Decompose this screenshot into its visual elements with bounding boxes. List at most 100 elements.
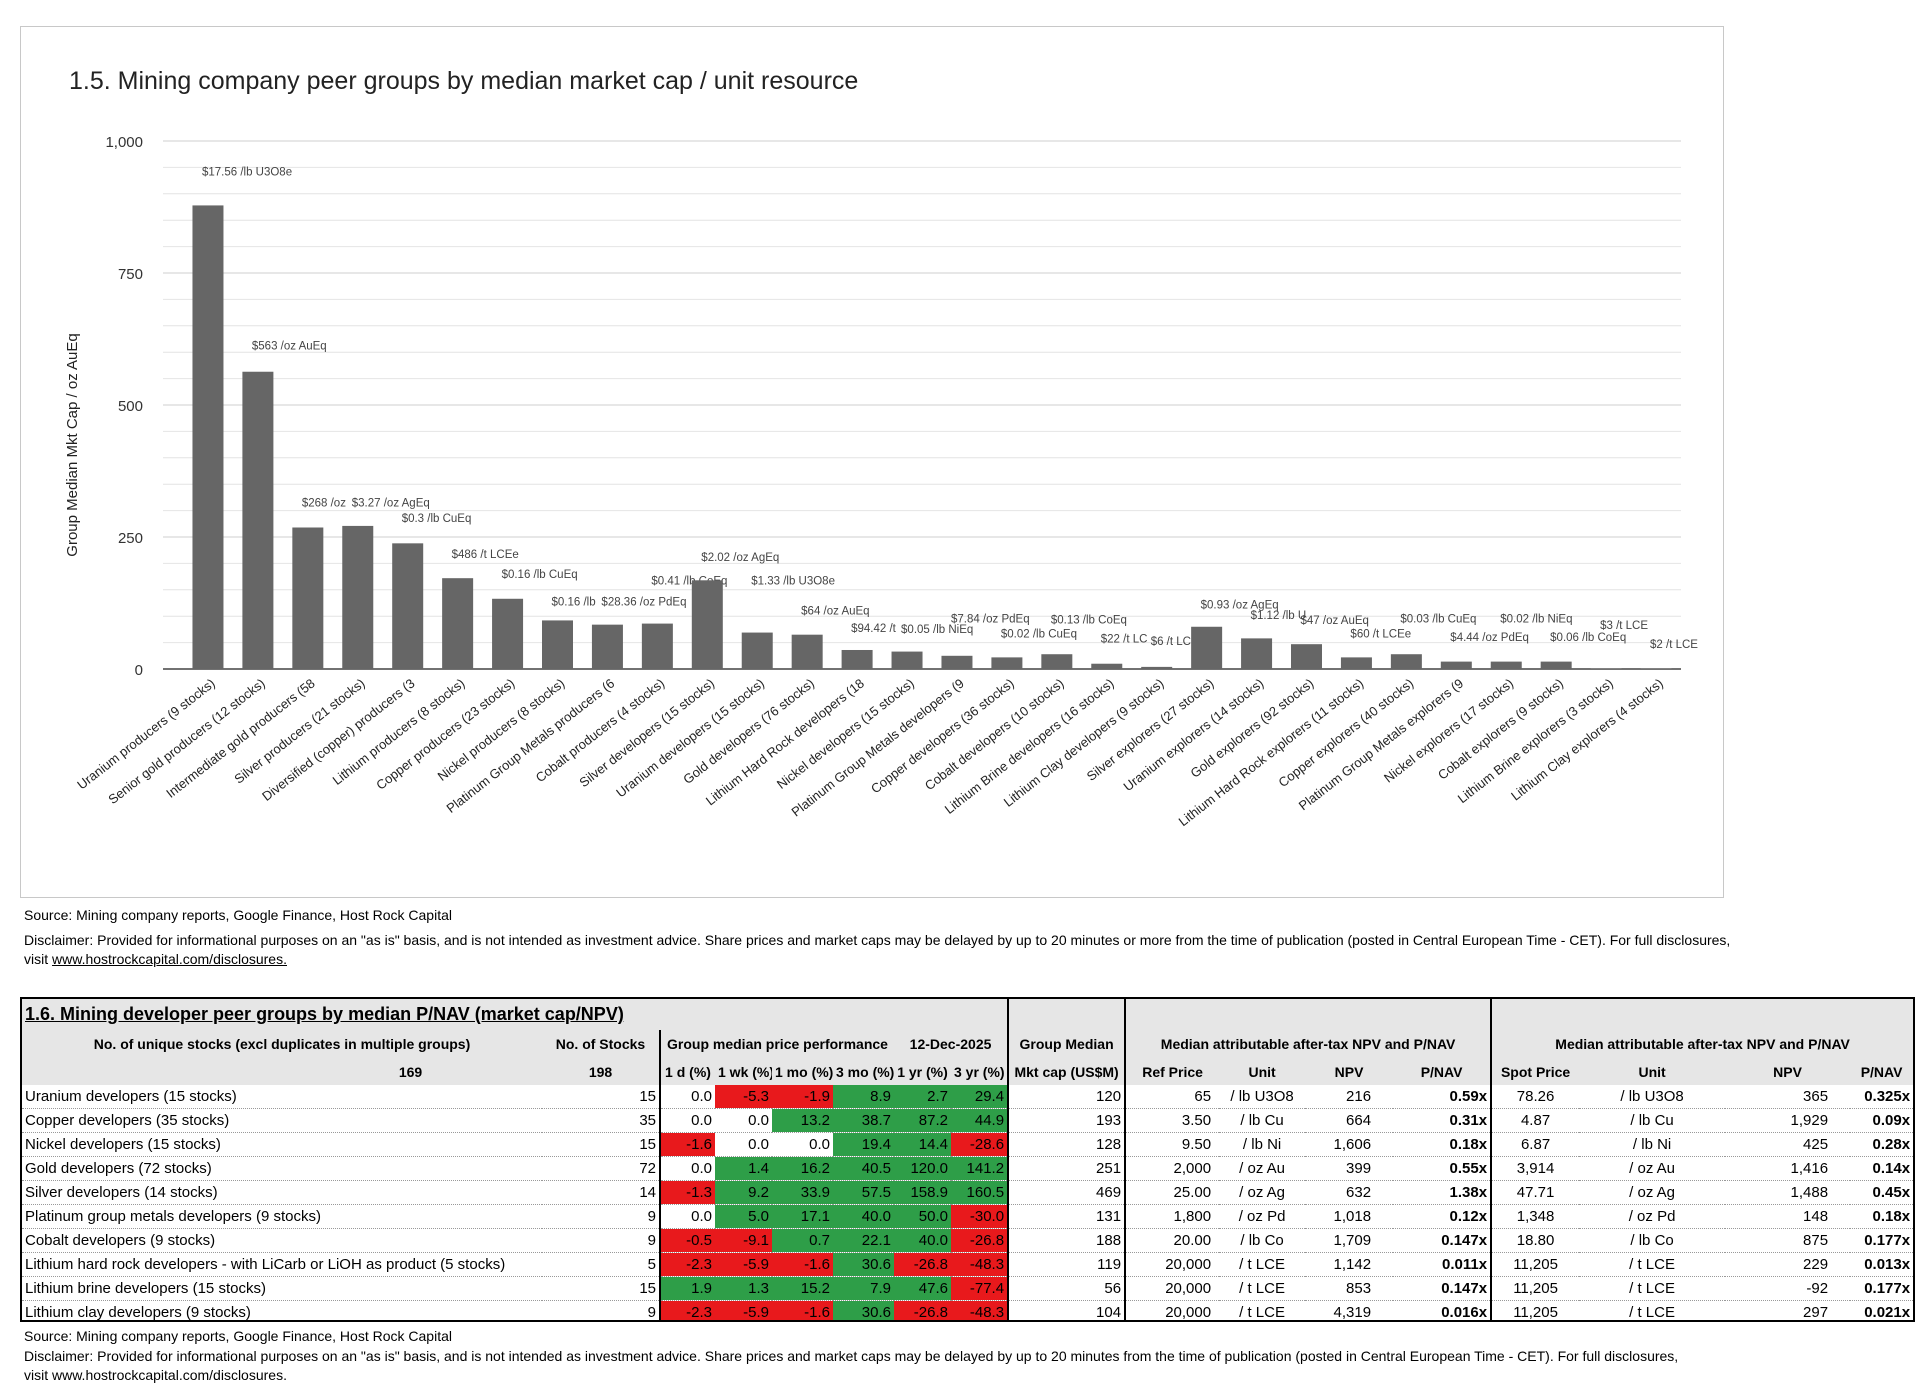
row-unit-2: / oz Pd [1579, 1204, 1726, 1229]
bar-chart: 1.5. Mining company peer groups by media… [64, 67, 1698, 829]
row-npv-2: 1,929 [1725, 1108, 1851, 1133]
row-unit: / lb U3O8 [1219, 1085, 1306, 1109]
row-unit: / oz Au [1219, 1156, 1306, 1181]
table-source: Source: Mining company reports, Google F… [24, 1328, 452, 1344]
table-row: Platinum group metals developers (9 stoc… [22, 1204, 1913, 1229]
header-no-of-stocks: No. of Stocks [542, 1030, 660, 1058]
data-label: $22 /t LC [1101, 634, 1148, 646]
data-label: $1.12 /lb U [1251, 610, 1307, 622]
row-spot-price: 78.26 [1491, 1085, 1580, 1109]
table-row: Lithium hard rock developers - with LiCa… [22, 1252, 1913, 1277]
header-spot-price: Spot Price [1491, 1058, 1580, 1085]
bar [542, 620, 573, 669]
row-perf-1: -5.9 [715, 1300, 772, 1320]
row-mkt-cap: 128 [1008, 1132, 1127, 1157]
row-unit: / t LCE [1219, 1300, 1306, 1320]
row-count: 9 [542, 1228, 660, 1253]
data-label: $0.02 /lb CuEq [1001, 628, 1077, 640]
row-npv: 664 [1305, 1108, 1394, 1133]
row-perf-5: -48.3 [951, 1300, 1010, 1320]
table-row: Nickel developers (15 stocks) 15 -1.6 0.0 0.… [22, 1132, 1913, 1157]
header-price-performance: Group median price performance [659, 1030, 894, 1058]
row-unit: / lb Co [1219, 1228, 1306, 1253]
bar [1590, 668, 1622, 669]
row-perf-2: -1.6 [772, 1252, 833, 1277]
table-row: Uranium developers (15 stocks) 15 0.0 -5.3-… [22, 1085, 1913, 1109]
row-name: Gold developers (72 stocks) [22, 1156, 542, 1181]
row-unit-2: / t LCE [1579, 1252, 1726, 1277]
row-perf-4: 87.2 [894, 1108, 951, 1133]
row-perf-1: 0.0 [715, 1132, 772, 1157]
row-perf-2: 17.1 [772, 1204, 833, 1229]
row-perf-4: 40.0 [894, 1228, 951, 1253]
row-perf-2: 0.7 [772, 1228, 833, 1253]
bar [1141, 666, 1173, 669]
row-npv-2: 365 [1725, 1085, 1851, 1109]
row-pnav-2: 0.45x [1850, 1180, 1913, 1205]
row-unit: / t LCE [1219, 1252, 1306, 1277]
row-unit-2: / lb U3O8 [1579, 1085, 1726, 1109]
row-pnav: 0.31x [1393, 1108, 1493, 1133]
row-pnav-2: 0.177x [1850, 1228, 1913, 1253]
y-tick-label: 750 [118, 266, 143, 283]
row-npv-2: 425 [1725, 1132, 1851, 1157]
table-visit-text: visit www.hostrockcapital.com/disclosure… [24, 1367, 287, 1383]
row-pnav: 1.38x [1393, 1180, 1493, 1205]
chart-visit-text: visit [24, 951, 49, 967]
row-count: 35 [542, 1108, 660, 1133]
row-perf-5: -26.8 [951, 1228, 1010, 1253]
bar [192, 205, 224, 669]
y-axis-label: Group Median Mkt Cap / oz AuEq [64, 333, 81, 556]
table-row: Copper developers (35 stocks) 35 0.0 0.0 13.… [22, 1108, 1913, 1133]
row-perf-3: 38.7 [833, 1108, 894, 1133]
disclosures-link[interactable]: www.hostrockcapital.com/disclosures. [52, 951, 287, 967]
y-tick-label: 1,000 [105, 134, 143, 151]
row-perf-0: -2.3 [659, 1300, 715, 1320]
row-npv-2: 875 [1725, 1228, 1851, 1253]
row-perf-1: -5.9 [715, 1252, 772, 1277]
row-count: 9 [542, 1204, 660, 1229]
bar [442, 578, 474, 669]
row-name: Cobalt developers (9 stocks) [22, 1228, 542, 1253]
bar [641, 623, 673, 669]
row-npv: 399 [1305, 1156, 1394, 1181]
row-perf-5: 160.5 [951, 1180, 1010, 1205]
row-mkt-cap: 188 [1008, 1228, 1127, 1253]
data-label: $0.16 /lb CuEq [502, 569, 578, 581]
row-unit: / lb Cu [1219, 1108, 1306, 1133]
row-perf-0: 0.0 [659, 1085, 715, 1109]
row-perf-1: -5.3 [715, 1085, 772, 1109]
row-ref-price: 20,000 [1125, 1300, 1220, 1320]
row-perf-1: 9.2 [715, 1180, 772, 1205]
row-perf-3: 8.9 [833, 1085, 894, 1109]
data-label: $0.13 /lb CoEq [1051, 615, 1127, 627]
row-npv: 216 [1305, 1085, 1394, 1109]
row-pnav-2: 0.14x [1850, 1156, 1913, 1181]
row-perf-1: 1.3 [715, 1276, 772, 1301]
row-perf-3: 30.6 [833, 1252, 894, 1277]
row-pnav: 0.12x [1393, 1204, 1493, 1229]
pnav-table-panel: 1.6. Mining developer peer groups by med… [20, 997, 1915, 1322]
row-perf-3: 40.5 [833, 1156, 894, 1181]
row-perf-0: -2.3 [659, 1252, 715, 1277]
data-label: $563 /oz AuEq [252, 341, 327, 353]
data-label: $17.56 /lb U3O8e [202, 166, 292, 178]
header-1d: 1 d (%) [659, 1058, 715, 1085]
stocks-total: 198 [542, 1058, 660, 1085]
table-row: Lithium clay developers (9 stocks) 9 -2.3-… [22, 1300, 1913, 1320]
bar [1340, 657, 1372, 669]
row-npv: 4,319 [1305, 1300, 1394, 1320]
bar [1241, 638, 1273, 669]
row-mkt-cap: 56 [1008, 1276, 1127, 1301]
row-spot-price: 11,205 [1491, 1276, 1580, 1301]
data-label: $28.36 /oz PdEq [601, 597, 686, 609]
row-spot-price: 11,205 [1491, 1252, 1580, 1277]
row-pnav: 0.59x [1393, 1085, 1493, 1109]
row-npv-2: 148 [1725, 1204, 1851, 1229]
table-row: Cobalt developers (9 stocks) 9 -0.5 -9.1 0.7… [22, 1228, 1913, 1253]
row-name: Platinum group metals developers (9 stoc… [22, 1204, 542, 1229]
row-count: 14 [542, 1180, 660, 1205]
header-npv-2: NPV [1725, 1058, 1851, 1085]
row-pnav: 0.011x [1393, 1252, 1493, 1277]
row-spot-price: 11,205 [1491, 1300, 1580, 1320]
